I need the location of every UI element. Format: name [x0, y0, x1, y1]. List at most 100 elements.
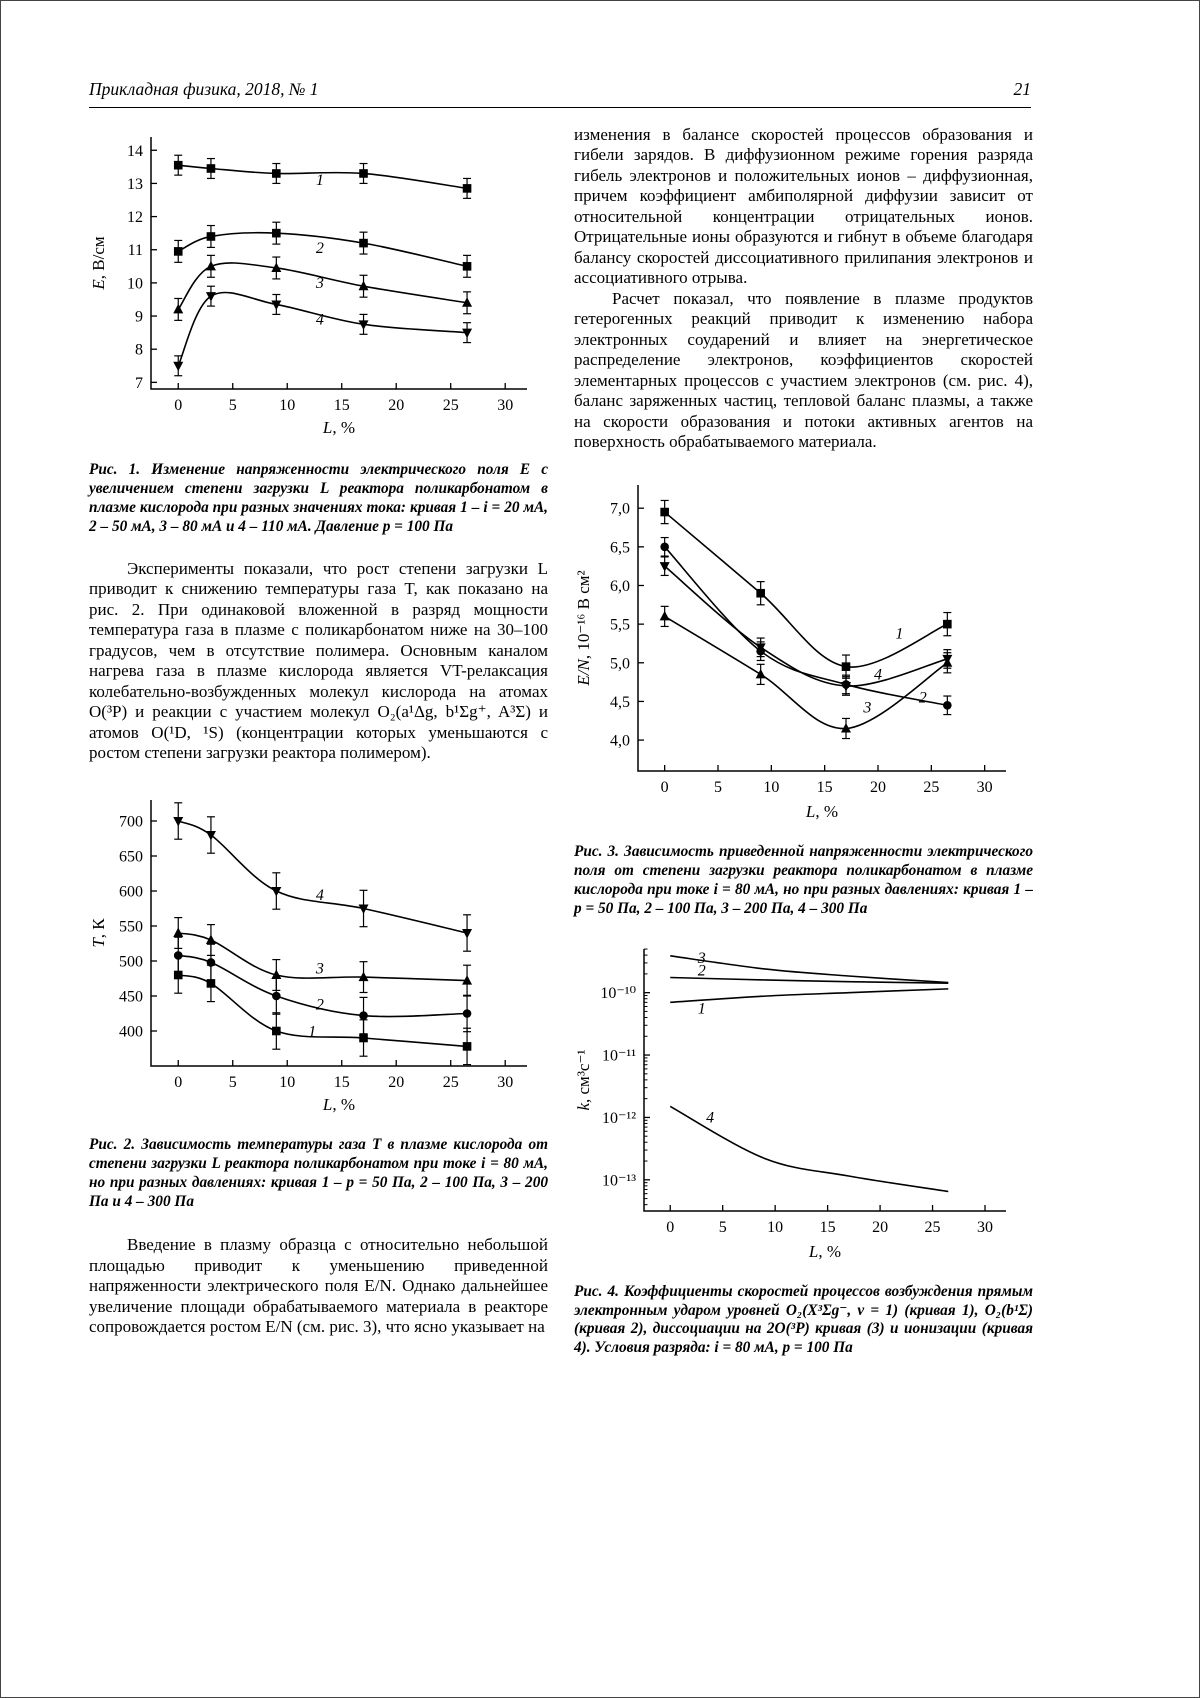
fig3-svg: 0 5 10 15 20 25 30 4,0 4,5 5,0 5,5 6,0 6,5 7,0 1 43 2 L, … — [574, 484, 1006, 821]
x-tick-label: 5 — [714, 779, 722, 796]
curve-label: 1 — [316, 172, 324, 189]
figure-1-caption: Рис. 1. Изменение напряженности электрич… — [89, 461, 548, 535]
x-tick-label: 20 — [388, 1074, 404, 1091]
y-tick-label: 10⁻¹³ — [602, 1172, 636, 1189]
axes — [150, 799, 527, 1067]
curve-label: 4 — [706, 1109, 714, 1126]
marker-circle — [173, 950, 183, 960]
y-tick-label: 10⁻¹⁰ — [600, 985, 636, 1002]
y-axis-title: E, В/см — [89, 236, 108, 290]
series-line-2 — [670, 976, 949, 984]
x-tick-label: 0 — [174, 1074, 182, 1091]
fig4-svg: 0 5 10 15 20 25 30 10⁻¹⁰ 10⁻¹¹ 10⁻¹² 10⁻¹³ 32 1 4 L, %… — [574, 948, 1006, 1261]
content-columns: 0 5 10 15 20 25 30 7 8 9 10 11 12 13 14 1 2 3 4 L, % E, В/см… — [89, 125, 1033, 1358]
marker-square — [359, 169, 368, 178]
series-line-4 — [177, 819, 468, 934]
marker-square — [462, 184, 472, 193]
marker-circle — [359, 1010, 368, 1020]
marker-triangle-down — [942, 654, 953, 665]
marker-circle — [943, 700, 952, 710]
marker-square — [173, 970, 183, 979]
x-axis-title: L, % — [322, 1095, 355, 1114]
y-tick-label: 11 — [128, 242, 143, 259]
figure-3: 0 5 10 15 20 25 30 4,0 4,5 5,0 5,5 6,0 6,5 7,0 1 4 3 2 L, … — [574, 472, 1033, 919]
y-tick-label: 4,5 — [610, 694, 630, 711]
paragraph-experiments: Эксперименты показали, что рост степени … — [89, 558, 548, 763]
marker-triangle-up — [755, 668, 766, 679]
marker-square — [173, 160, 183, 170]
x-tick-label: 25 — [443, 1074, 459, 1091]
curve-label: 3 — [862, 699, 871, 716]
y-tick-label: 400 — [119, 1023, 143, 1040]
series-line-2 — [177, 231, 468, 268]
figure-3-caption: Рис. 3. Зависимость приведенной напряжен… — [574, 842, 1033, 917]
figure-2-caption: Рис. 2. Зависимость температуры газа T в… — [89, 1135, 548, 1210]
figure-2-chart: 0 5 10 15 20 25 30 400 450 500 550 600 650 700 4 3 2 1 L, … — [89, 787, 548, 1125]
figure-1: 0 5 10 15 20 25 30 7 8 9 10 11 12 13 14 1 2 3 4 L, % E, В/см… — [89, 125, 548, 537]
y-axis-title: T, К — [89, 917, 108, 947]
y-tick-label: 13 — [127, 176, 143, 193]
curve-label: 2 — [316, 240, 324, 257]
x-tick-label: 0 — [174, 397, 182, 414]
marker-triangle-down — [271, 300, 282, 310]
marker-square — [206, 232, 216, 241]
curve-label: 3 — [315, 275, 324, 292]
x-axis-title: L, % — [808, 1242, 841, 1261]
marker-square — [206, 978, 216, 988]
y-tick-label: 10⁻¹² — [602, 1109, 636, 1126]
x-tick-label: 10 — [279, 1074, 295, 1091]
series-line-4 — [177, 291, 468, 367]
figure-4: 0 5 10 15 20 25 30 10⁻¹⁰ 10⁻¹¹ 10⁻¹² 10⁻¹³ 3 2 1 4 L, %… — [574, 936, 1033, 1359]
marker-triangle-down — [659, 561, 670, 572]
x-tick-label: 30 — [977, 779, 993, 796]
marker-square — [359, 238, 368, 248]
paper-page: Прикладная физика, 2018, № 1 21 0 5 10 15 20… — [1, 1, 1199, 1358]
series-line-2 — [664, 546, 948, 706]
marker-square — [206, 164, 216, 173]
y-tick-label: 14 — [127, 143, 143, 160]
marker-triangle-up — [205, 260, 216, 271]
marker-triangle-up — [659, 610, 670, 621]
x-tick-label: 25 — [923, 779, 939, 796]
marker-square — [462, 1041, 472, 1051]
marker-triangle-up — [205, 934, 216, 944]
x-tick-label: 5 — [229, 397, 237, 414]
marker-triangle-up — [173, 303, 184, 314]
marker-square — [841, 662, 851, 671]
curve-label: 3 — [315, 960, 324, 977]
y-axis-title: k, см³с⁻¹ — [574, 1049, 593, 1110]
axes — [150, 137, 527, 390]
x-tick-label: 10 — [767, 1219, 783, 1236]
y-tick-label: 9 — [135, 309, 143, 326]
figure-3-chart: 0 5 10 15 20 25 30 4,0 4,5 5,0 5,5 6,0 6,5 7,0 1 4 3 2 L, … — [574, 472, 1033, 832]
x-tick-label: 10 — [279, 397, 295, 414]
marker-triangle-down — [755, 643, 766, 653]
series-line-3 — [670, 987, 949, 1003]
y-tick-label: 7,0 — [610, 500, 630, 517]
marker-triangle-up — [173, 927, 184, 937]
series-line-4 — [669, 1105, 949, 1192]
series-line-4 — [664, 565, 948, 687]
series-line-1 — [670, 954, 949, 983]
marker-triangle-down — [462, 328, 473, 339]
x-tick-label: 10 — [763, 779, 779, 796]
x-tick-label: 30 — [497, 397, 513, 414]
curve-label: 4 — [316, 887, 324, 904]
marker-triangle-up — [462, 974, 473, 985]
y-tick-label: 10 — [127, 275, 143, 292]
x-tick-label: 20 — [388, 397, 404, 414]
y-tick-label: 5,5 — [610, 616, 630, 633]
marker-square — [756, 588, 765, 598]
marker-circle — [462, 1008, 472, 1018]
x-axis-title: L, % — [322, 418, 355, 437]
marker-square — [272, 1026, 281, 1035]
x-tick-label: 15 — [334, 397, 350, 414]
marker-triangle-up — [841, 722, 851, 733]
x-tick-label: 20 — [872, 1219, 888, 1236]
paragraph-charge-balance: изменения в балансе скоростей процессов … — [574, 125, 1033, 288]
marker-square — [173, 247, 183, 256]
curve-label: 1 — [308, 1023, 316, 1040]
marker-triangle-up — [358, 280, 369, 291]
right-column: изменения в балансе скоростей процессов … — [574, 125, 1033, 1358]
marker-circle — [272, 991, 281, 1000]
